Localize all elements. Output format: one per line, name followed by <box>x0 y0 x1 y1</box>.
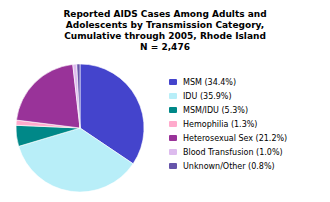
svg-text:Heterosexual Sex (21.2%): Heterosexual Sex (21.2%) <box>183 134 287 143</box>
svg-text:Cumulative through 2005, Rhode: Cumulative through 2005, Rhode Island <box>64 31 266 41</box>
svg-text:Reported AIDS Cases Among Adul: Reported AIDS Cases Among Adults and <box>63 9 266 19</box>
svg-text:Hemophilia (1.3%): Hemophilia (1.3%) <box>183 120 257 129</box>
svg-text:N = 2,476: N = 2,476 <box>140 42 190 52</box>
svg-text:MSM (34.4%): MSM (34.4%) <box>183 78 236 87</box>
svg-text:Adolescents by Transmission Ca: Adolescents by Transmission Category, <box>66 20 264 30</box>
svg-text:MSM/IDU (5.3%): MSM/IDU (5.3%) <box>183 106 248 115</box>
svg-text:Unknown/Other (0.8%): Unknown/Other (0.8%) <box>183 162 275 171</box>
svg-text:IDU (35.9%): IDU (35.9%) <box>183 92 232 101</box>
svg-text:Blood Transfusion (1.0%): Blood Transfusion (1.0%) <box>183 148 283 157</box>
